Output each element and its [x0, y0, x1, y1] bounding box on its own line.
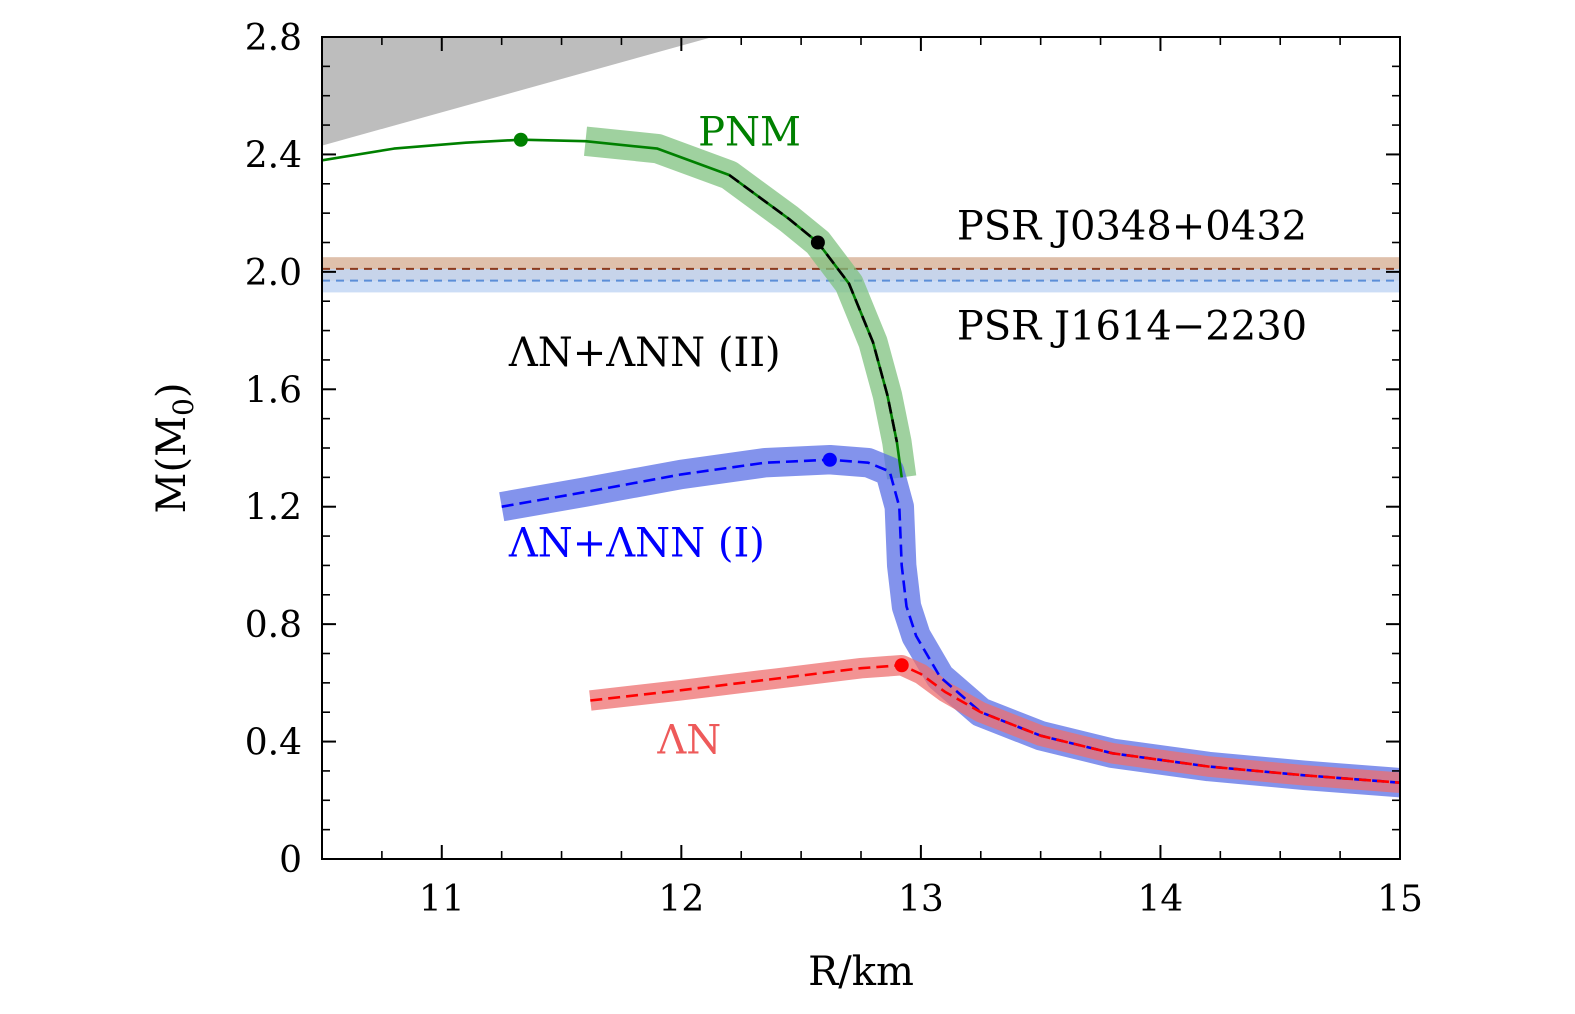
curve-pnm — [322, 138, 903, 478]
y-axis-title-close: ) — [149, 383, 195, 399]
axis-ticks: 11 12 13 14 15 0 0.4 0.8 1.2 1.6 2.0 2.4 2.8 — [245, 18, 1423, 920]
annotation-n-nn-i: ΛN+ΛNN (I) — [508, 521, 765, 567]
y-tick-label: 2.0 — [245, 253, 302, 294]
curve-n — [590, 663, 1400, 784]
curve-n-nn-ii — [728, 173, 899, 443]
annotation-n: ΛN — [656, 717, 721, 763]
max-point-pnm — [513, 132, 528, 147]
y-axis-title: M(M0) — [149, 383, 200, 514]
annotation-psr-j0348-0432: PSR J0348+0432 — [957, 204, 1307, 250]
max-point-n-nn-ii — [810, 235, 825, 250]
y-tick-label: 1.6 — [245, 370, 302, 411]
curve-n-nn-i — [501, 458, 1400, 784]
x-tick-label: 14 — [1138, 879, 1184, 920]
annotation-n-nn-ii: ΛN+ΛNN (II) — [508, 330, 781, 376]
annotations: PNM PSR J0348+0432 PSR J1614−2230 ΛN+ΛNN (I… — [508, 110, 1307, 764]
max-point-n — [894, 658, 909, 673]
x-axis-title: R/km — [808, 949, 914, 995]
plot-content — [322, 37, 1400, 798]
x-tick-label: 12 — [658, 879, 704, 920]
x-tick-label: 11 — [419, 879, 465, 920]
y-tick-label: 2.8 — [245, 18, 302, 59]
x-tick-label: 15 — [1377, 879, 1423, 920]
max-point-n-nn-i — [822, 452, 837, 467]
y-axis-title-sub: 0 — [167, 398, 200, 416]
band-n-nn-i — [499, 445, 1400, 798]
annotation-pnm: PNM — [698, 110, 801, 156]
y-tick-label: 1.2 — [245, 488, 302, 529]
y-tick-label: 2.4 — [245, 135, 302, 176]
y-tick-label: 0.8 — [245, 605, 302, 646]
y-tick-label: 0.4 — [245, 723, 302, 764]
band-pnm — [583, 126, 917, 480]
excluded-region — [322, 37, 713, 146]
y-tick-label: 0 — [279, 840, 302, 881]
y-axis-title-main: M(M — [149, 416, 195, 514]
x-tick-label: 13 — [898, 879, 944, 920]
annotation-psr-j1614-2230: PSR J1614−2230 — [957, 303, 1307, 349]
